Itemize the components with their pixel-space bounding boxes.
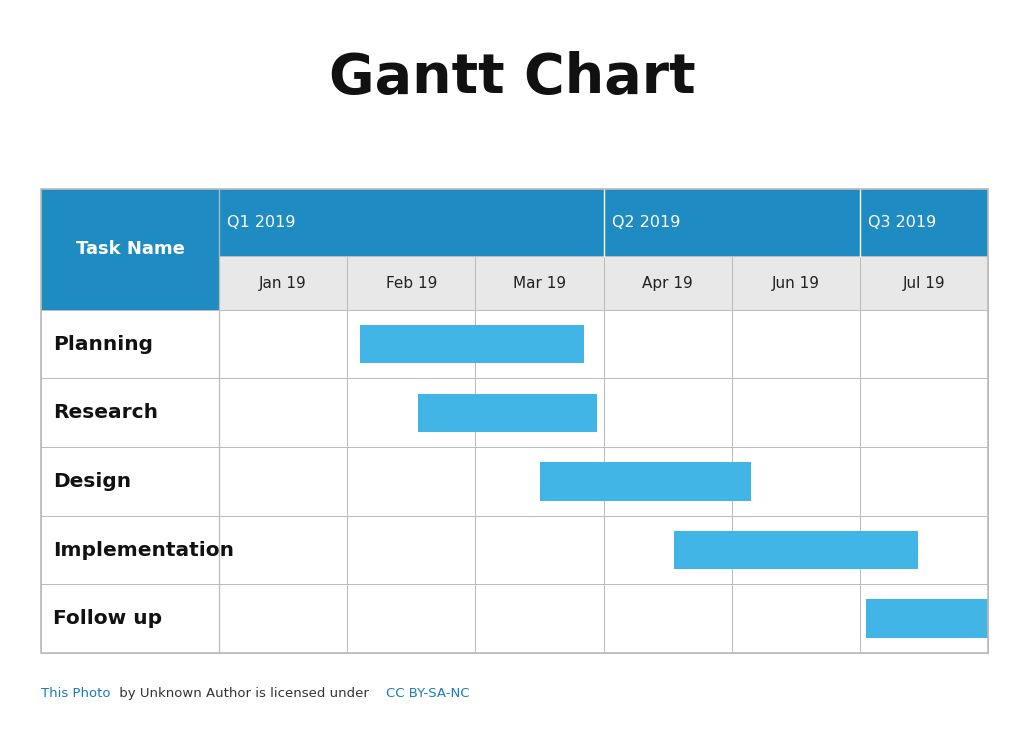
Text: Feb 19: Feb 19 [386, 275, 437, 291]
Text: Mar 19: Mar 19 [513, 275, 566, 291]
Bar [475, 309, 603, 378]
Bar [347, 447, 475, 516]
Bar [219, 447, 347, 516]
Bar [860, 516, 988, 585]
Text: Implementation: Implementation [53, 540, 234, 559]
Bar [41, 378, 219, 447]
Bar [674, 531, 918, 569]
Bar [603, 585, 732, 653]
Text: Jan 19: Jan 19 [259, 275, 307, 291]
Bar [41, 309, 219, 378]
Bar [603, 447, 732, 516]
Bar [475, 516, 603, 585]
Bar [475, 585, 603, 653]
Text: Design: Design [53, 472, 131, 491]
Bar [41, 189, 988, 257]
Bar [475, 447, 603, 516]
Bar [41, 189, 988, 653]
Bar [347, 309, 475, 378]
Text: Q1 2019: Q1 2019 [227, 215, 296, 230]
Bar [732, 447, 860, 516]
Bar [475, 257, 603, 309]
Text: Q3 2019: Q3 2019 [868, 215, 936, 230]
Text: Q2 2019: Q2 2019 [611, 215, 680, 230]
Bar [219, 309, 347, 378]
Bar [732, 309, 860, 378]
Bar [860, 378, 988, 447]
Bar [41, 585, 219, 653]
Bar [603, 516, 732, 585]
Bar [347, 516, 475, 585]
Text: This Photo: This Photo [41, 687, 111, 700]
Bar [860, 447, 988, 516]
Bar [732, 516, 860, 585]
Bar [418, 393, 597, 432]
Bar [866, 600, 988, 638]
Text: Task Name: Task Name [76, 240, 184, 258]
Text: by Unknown Author is licensed under: by Unknown Author is licensed under [115, 687, 373, 700]
Bar [540, 462, 751, 501]
Bar [860, 309, 988, 378]
Bar [219, 257, 347, 309]
Bar [219, 378, 347, 447]
Bar [603, 378, 732, 447]
Bar [860, 257, 988, 309]
Text: Gantt Chart: Gantt Chart [329, 51, 695, 105]
Text: Planning: Planning [53, 335, 154, 354]
Bar [41, 516, 219, 585]
Text: Research: Research [53, 403, 159, 422]
Bar [219, 585, 347, 653]
Bar [347, 378, 475, 447]
Bar [219, 516, 347, 585]
Text: Apr 19: Apr 19 [642, 275, 693, 291]
Bar [732, 378, 860, 447]
Bar [860, 585, 988, 653]
Bar [41, 257, 219, 309]
Bar [360, 325, 585, 364]
Bar [41, 447, 219, 516]
Bar [603, 309, 732, 378]
Bar [475, 378, 603, 447]
Text: CC BY-SA-NC: CC BY-SA-NC [386, 687, 470, 700]
Bar [347, 585, 475, 653]
Text: Jun 19: Jun 19 [772, 275, 820, 291]
Bar [732, 257, 860, 309]
Bar [603, 257, 732, 309]
Bar [347, 257, 475, 309]
Text: Jul 19: Jul 19 [903, 275, 945, 291]
Bar [732, 585, 860, 653]
Text: Follow up: Follow up [53, 609, 163, 628]
